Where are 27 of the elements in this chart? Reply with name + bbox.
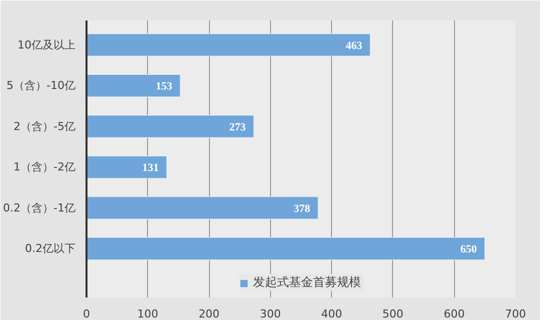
y-tick-label: 5（含）-10亿 [6, 79, 76, 92]
data-label: 131 [142, 162, 159, 174]
x-tick-label: 200 [198, 308, 220, 320]
data-label: 463 [346, 40, 363, 52]
y-tick-label: 1（含）-2亿 [14, 160, 76, 174]
data-label: 378 [294, 202, 311, 215]
y-tick-label: 10亿及以上 [18, 38, 76, 52]
y-tick-label: 0.2（含）-1亿 [3, 201, 76, 214]
bar [86, 74, 181, 98]
data-label: 153 [156, 80, 173, 93]
bar [86, 114, 254, 138]
x-tick-label: 300 [260, 308, 281, 320]
bar [86, 155, 168, 179]
bar [86, 33, 371, 57]
legend-label: 发起式基金首募规模 [253, 274, 362, 291]
data-label: 273 [229, 121, 246, 134]
y-tick-label: 2（含）-5亿 [14, 120, 76, 133]
bar [86, 196, 319, 220]
y-tick-label: 0.2亿以下 [25, 242, 76, 256]
x-tick-label: 400 [321, 308, 342, 320]
bar [86, 236, 486, 260]
data-label: 650 [460, 244, 478, 256]
x-tick-label: 600 [444, 308, 465, 320]
x-tick-label: 100 [137, 308, 158, 320]
x-tick-label: 700 [505, 308, 526, 320]
x-tick-label: 0 [83, 308, 90, 320]
x-tick-label: 500 [382, 308, 404, 320]
